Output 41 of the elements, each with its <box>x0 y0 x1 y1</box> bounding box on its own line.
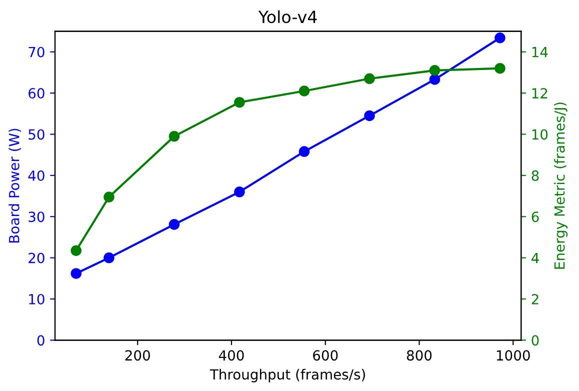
y-axis-title: Board Power (W) <box>8 128 21 242</box>
y-tick-label: 60 <box>28 88 44 99</box>
point <box>298 146 310 157</box>
point <box>70 268 82 279</box>
y-tick-label: 50 <box>28 129 44 140</box>
y2-tick-label: 4 <box>532 252 539 264</box>
y-tick-label: 10 <box>29 294 44 304</box>
point <box>494 32 506 44</box>
point <box>168 130 180 142</box>
y-tick-label: 0 <box>37 335 44 346</box>
y2-tick-label: 8 <box>532 170 539 181</box>
y2-axis-title: Energy Metric (frames/J) <box>554 102 568 269</box>
x-tick-label: 200 <box>125 350 150 361</box>
point <box>234 96 245 108</box>
point <box>234 186 245 198</box>
point <box>298 86 310 96</box>
point <box>104 252 114 264</box>
point <box>70 245 82 256</box>
point <box>364 110 375 122</box>
point <box>364 73 375 84</box>
point <box>429 74 440 85</box>
x-tick-label: 400 <box>218 350 244 361</box>
point <box>494 62 506 74</box>
y2-tick-label: 10 <box>532 129 548 140</box>
point <box>168 219 180 230</box>
y-tick-label: 20 <box>28 252 44 264</box>
y-tick-label: 30 <box>28 212 44 222</box>
point <box>104 192 114 202</box>
x-tick-label: 600 <box>313 350 338 361</box>
y2-tick-label: 2 <box>532 294 538 304</box>
y-tick-label: 70 <box>28 46 44 58</box>
x-tick-label: 1000 <box>496 350 530 361</box>
y2-tick-label: 14 <box>532 47 548 58</box>
y2-tick-label: 12 <box>532 88 548 98</box>
chart-title: Yolo-v4 <box>258 10 317 24</box>
y-tick-label: 40 <box>28 170 44 181</box>
x-tick-label: 800 <box>406 350 432 361</box>
x-axis-title: Throughput (frames/s) <box>210 368 365 382</box>
point <box>429 65 440 76</box>
y2-tick-label: 0 <box>532 335 539 346</box>
y2-tick-label: 6 <box>532 212 539 222</box>
